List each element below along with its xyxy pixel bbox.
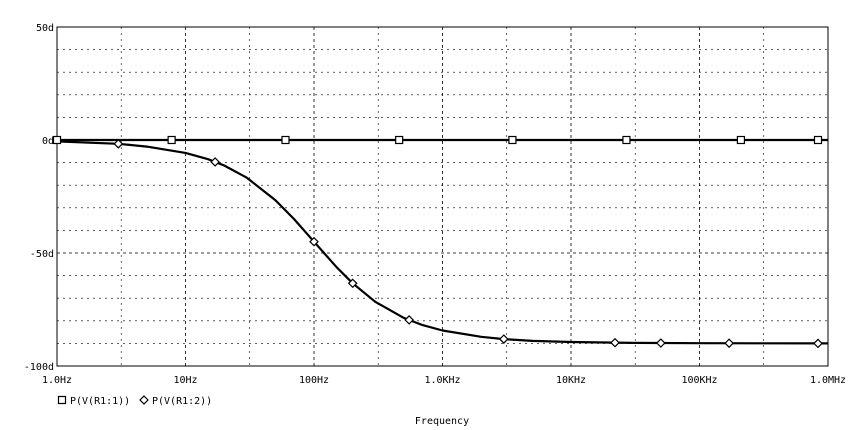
x-tick-label: 100KHz [681, 375, 717, 386]
y-axis-ticks: 50d 0d -50d -100d [24, 23, 54, 373]
series-1-marker [622, 135, 631, 145]
legend: P(V(R1:1)) P(V(R1:2)) [57, 395, 212, 407]
marker-layer [52, 135, 823, 349]
series-1-marker [736, 135, 746, 145]
legend-marker-1 [57, 395, 67, 405]
series-2-marker [498, 334, 509, 344]
series-1-marker [813, 135, 823, 145]
x-tick-label: 1.0Hz [42, 375, 72, 386]
y-tick-label: -50d [30, 249, 54, 260]
series-2-marker [655, 338, 666, 348]
series-2-marker [724, 338, 734, 349]
x-tick-label: 10Hz [173, 375, 197, 386]
x-axis-ticks: 1.0Hz 10Hz 100Hz 1.0KHz 10KHz 100KHz 1.0MHz [42, 375, 846, 386]
series-2-marker [404, 315, 414, 325]
series-2-marker [210, 157, 220, 167]
series-2-marker [347, 278, 358, 289]
plot-frame [56, 26, 829, 367]
x-tick-label: 1.0MHz [810, 375, 846, 386]
series-1-marker [508, 135, 517, 145]
series-2-marker [610, 337, 620, 348]
legend-marker-2 [139, 395, 149, 405]
y-tick-label: -100d [24, 362, 54, 373]
series-2-marker [813, 338, 823, 349]
series-1-marker [52, 135, 62, 145]
series-layer [56, 138, 829, 345]
x-tick-label: 10KHz [556, 375, 586, 386]
series-1-marker [395, 135, 404, 145]
y-tick-label: 50d [36, 23, 54, 34]
x-axis-label: Frequency [415, 416, 469, 427]
legend-label-1: P(V(R1:1)) [70, 396, 130, 407]
series-1-marker [281, 135, 290, 145]
legend-label-2: P(V(R1:2)) [152, 396, 212, 407]
grid [57, 27, 828, 366]
x-tick-label: 1.0KHz [424, 375, 460, 386]
x-tick-label: 100Hz [299, 375, 329, 386]
series-1-marker [167, 135, 176, 145]
series-2-marker [309, 236, 319, 247]
y-tick-label: 0d [42, 136, 54, 147]
series-2-marker [113, 138, 124, 149]
